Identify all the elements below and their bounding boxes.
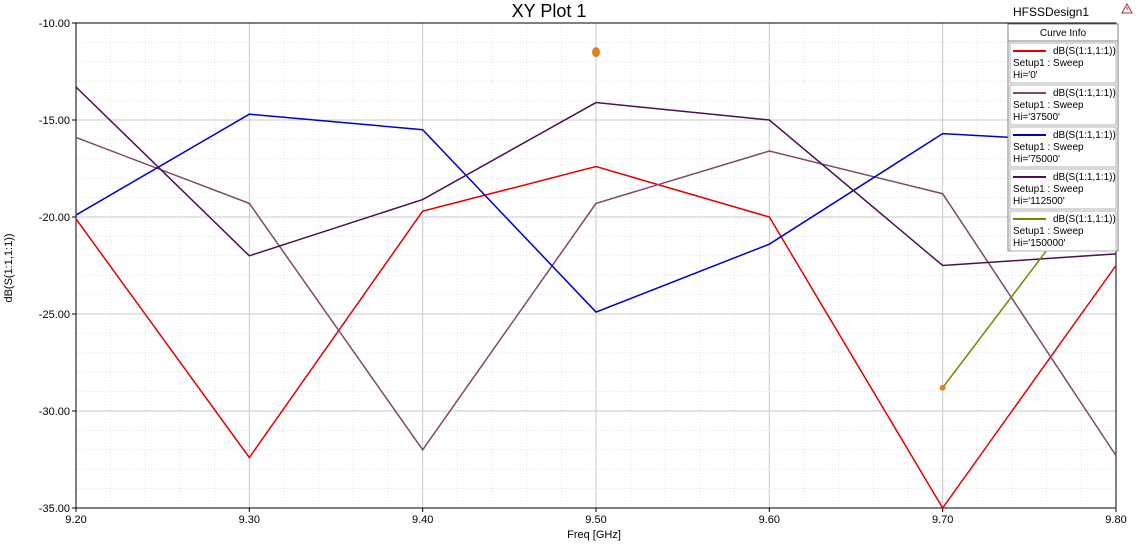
plot-title: XY Plot 1 [512, 1, 587, 21]
y-axis-label: dB(S(1:1,1:1)) [3, 233, 15, 302]
legend-entry [1009, 210, 1117, 252]
series-group [75, 47, 1117, 510]
x-tick-label: 9.80 [1105, 514, 1126, 526]
y-tick-label: -15.00 [39, 115, 70, 127]
x-tick-label: 9.60 [759, 514, 780, 526]
legend-entry-name: dB(S(1:1,1:1)) [1053, 88, 1116, 99]
legend-entry-param: Hi='0' [1013, 70, 1038, 81]
legend-entry-setup: Setup1 : Sweep [1013, 100, 1084, 111]
legend-entry [1009, 168, 1117, 210]
legend-entry-name: dB(S(1:1,1:1)) [1053, 46, 1116, 57]
series-1-line [75, 165, 1117, 510]
legend-entry-name: dB(S(1:1,1:1)) [1053, 130, 1116, 141]
series-2-line [75, 136, 1117, 457]
design-name: HFSSDesign1 [1013, 5, 1089, 19]
x-tick-label: 9.40 [412, 514, 433, 526]
legend-entry-param: Hi='75000' [1013, 154, 1060, 165]
legend-entry-param: Hi='150000' [1013, 238, 1066, 249]
series-5-point [592, 47, 600, 58]
legend-entry-name: dB(S(1:1,1:1)) [1053, 172, 1116, 183]
legend-entry-name: dB(S(1:1,1:1)) [1053, 214, 1116, 225]
legend-entry-param: Hi='37500' [1013, 112, 1060, 123]
warning-icon [1121, 2, 1133, 14]
legend-entry-setup: Setup1 : Sweep [1013, 226, 1084, 237]
legend-entry [1009, 84, 1117, 126]
x-axis-label: Freq [GHz] [567, 529, 621, 541]
x-tick-label: 9.20 [65, 514, 86, 526]
series-5-point [939, 384, 946, 391]
legend-box [1007, 23, 1119, 252]
series-4-line [75, 86, 1117, 267]
x-tick-label: 9.50 [585, 514, 606, 526]
legend-entry [1009, 42, 1117, 84]
legend-title: Curve Info [1040, 28, 1087, 39]
legend-entry-setup: Setup1 : Sweep [1013, 58, 1084, 69]
legend-entry [1009, 126, 1117, 168]
y-tick-label: -30.00 [39, 406, 70, 418]
legend-entry-setup: Setup1 : Sweep [1013, 142, 1084, 153]
y-tick-label: -10.00 [39, 18, 70, 30]
x-tick-label: 9.30 [239, 514, 260, 526]
legend-entry-setup: Setup1 : Sweep [1013, 184, 1084, 195]
y-tick-label: -20.00 [39, 212, 70, 224]
y-tick-label: -35.00 [39, 503, 70, 515]
y-tick-label: -25.00 [39, 309, 70, 321]
legend-entry-param: Hi='112500' [1013, 196, 1065, 207]
x-tick-label: 9.70 [932, 514, 953, 526]
series-3-line [75, 113, 1117, 313]
